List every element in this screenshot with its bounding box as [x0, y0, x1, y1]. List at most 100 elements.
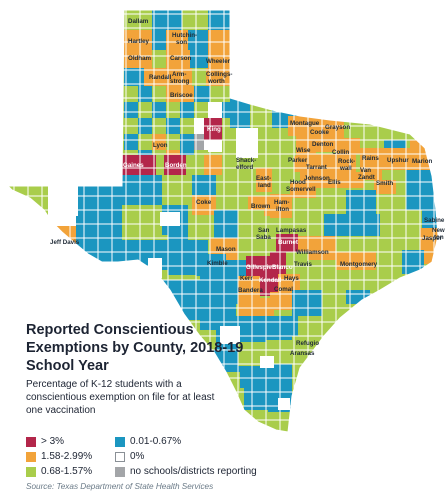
county-label-williamson: Williamson [296, 249, 329, 256]
legend-swatch-mid [26, 467, 36, 477]
county-label-cooke: Cooke [310, 129, 329, 136]
county-label-smith: Smith [376, 180, 393, 187]
sansaba-line1: San [258, 227, 270, 234]
county-label-somervell: Somervell [286, 186, 316, 193]
county-label-bandera: Bandera [238, 287, 263, 294]
county-label-kendall: Kendall [259, 277, 282, 284]
county-label-refugio: Refugio [296, 340, 319, 347]
legend-item-gt3: > 3% [26, 436, 176, 448]
county-label-denton: Denton [312, 141, 334, 148]
county-label-eastland: East-land [256, 175, 271, 189]
source-note: Source: Texas Department of State Health… [26, 482, 214, 491]
county-label-burnet: Burnet [278, 239, 298, 246]
county-label-ellis: Ellis [328, 179, 341, 186]
sansaba-line2: Saba [256, 234, 271, 241]
county-label-hutchinson: Hutchin-son [172, 32, 197, 46]
newton-line1: New- [432, 227, 445, 234]
county-label-marion: Marion [412, 158, 433, 165]
county-label-mason: Mason [216, 246, 236, 253]
collingsworth-line2: worth [207, 78, 225, 85]
eastland-line2: land [258, 182, 271, 189]
county-label-borden: Borden [165, 162, 187, 169]
legend-item-none: no schools/districts reporting [115, 466, 345, 478]
county-label-vanzandt: Van Zandt [358, 167, 375, 181]
county-label-oldham: Oldham [128, 55, 152, 62]
map-subtitle: Percentage of K-12 students with a consc… [26, 379, 215, 416]
legend-swatch-gt3 [26, 437, 36, 447]
county-label-randall: Randall [149, 74, 172, 81]
hamilton-line1: Ham- [274, 199, 289, 206]
vanzandt-line1: Van [360, 167, 371, 174]
hutchinson-line1: Hutchin- [172, 32, 197, 39]
armstrong-line2: strong [170, 78, 189, 85]
county-label-hartley: Hartley [128, 38, 150, 45]
legend-swatch-none [115, 467, 125, 477]
county-label-lyon: Lyon [153, 142, 168, 149]
county-labels: Dallam Hartley Hutchin-son Oldham Carson… [50, 18, 445, 357]
county-label-travis: Travis [294, 261, 312, 268]
county-label-shackelford: Shack-elford [236, 157, 256, 171]
state-outline [6, 9, 439, 433]
county-label-brown: Brown [251, 203, 270, 210]
legend-label-low: 0.01-0.67% [130, 436, 182, 447]
county-label-johnson: Johnson [304, 175, 330, 182]
county-label-wheeler: Wheeler [206, 58, 231, 65]
legend-label-gt3: > 3% [41, 436, 65, 447]
county-label-montgomery: Montgomery [340, 261, 378, 268]
county-label-dallam: Dallam [128, 18, 149, 25]
county-label-grayson: Grayson [325, 124, 350, 131]
legend-item-zero: 0% [115, 451, 295, 463]
legend-item-mid: 0.68-1.57% [26, 466, 176, 478]
hamilton-line2: ilton [276, 206, 289, 213]
shackelford-line1: Shack- [236, 157, 256, 164]
county-label-jeffdavis: Jeff Davis [50, 239, 80, 246]
legend-item-low: 0.01-0.67% [115, 436, 295, 448]
county-label-hays: Hays [284, 275, 299, 282]
county-label-rains: Rains [362, 155, 379, 162]
county-label-wise: Wise [296, 147, 311, 154]
county-label-sabine: Sabine [424, 217, 445, 224]
county-label-carson: Carson [170, 55, 192, 62]
legend-item-mid-high: 1.58-2.99% [26, 451, 176, 463]
county-label-kimble: Kimble [207, 260, 228, 267]
county-label-armstrong: Arm-strong [170, 71, 189, 85]
county-label-comal: Comal [274, 286, 293, 293]
legend-swatch-zero [115, 452, 125, 462]
rockwall-line1: Rock- [338, 158, 355, 165]
county-label-montague: Montague [290, 120, 320, 127]
county-label-upshur: Upshur [387, 157, 409, 164]
county-label-sansaba: San Saba [256, 227, 271, 241]
collingsworth-line1: Collings- [206, 71, 232, 78]
legend-swatch-low [115, 437, 125, 447]
county-label-lampasas: Lampasas [276, 227, 307, 234]
legend-swatch-mid-high [26, 452, 36, 462]
armstrong-line1: Arm- [172, 71, 186, 78]
eastland-line1: East- [256, 175, 271, 182]
county-label-newton: New-ton [432, 227, 445, 241]
county-label-collin: Collin [332, 149, 349, 156]
shackelford-line2: elford [236, 164, 253, 171]
county-label-aransas: Aransas [290, 350, 315, 357]
legend-label-zero: 0% [130, 451, 145, 462]
county-label-gillespie: Gillespie [246, 264, 272, 271]
county-label-collingsworth: Collings-worth [206, 71, 232, 85]
county-label-jasper: Jasper [422, 235, 443, 242]
county-label-gaines: Gaines [123, 162, 144, 169]
map-title: Reported Conscientious Exemptions by Cou… [26, 322, 244, 374]
county-label-parker: Parker [288, 157, 308, 164]
county-label-blanco: Blanco [272, 264, 293, 271]
legend-label-none: no schools/districts reporting [130, 466, 257, 477]
legend-label-mid-high: 1.58-2.99% [41, 451, 93, 462]
county-label-briscoe: Briscoe [170, 92, 193, 99]
county-label-king: King [207, 126, 221, 133]
rockwall-line2: wall [339, 165, 352, 172]
vanzandt-line2: Zandt [358, 174, 375, 181]
county-label-tarrant: Tarrant [306, 164, 327, 171]
county-label-coke: Coke [196, 199, 212, 206]
hutchinson-line2: son [176, 39, 187, 46]
county-label-rockwall: Rock-wall [338, 158, 355, 172]
county-label-hood: Hood [290, 179, 306, 186]
newton-line2: ton [434, 234, 444, 241]
